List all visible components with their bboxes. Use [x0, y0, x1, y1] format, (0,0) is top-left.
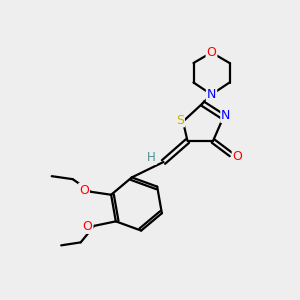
Text: O: O	[83, 220, 93, 233]
Text: O: O	[79, 184, 89, 197]
Text: O: O	[207, 46, 216, 59]
Text: H: H	[147, 151, 156, 164]
Text: O: O	[233, 149, 242, 163]
Text: N: N	[221, 109, 231, 122]
Text: S: S	[176, 113, 184, 127]
Text: N: N	[207, 88, 216, 101]
